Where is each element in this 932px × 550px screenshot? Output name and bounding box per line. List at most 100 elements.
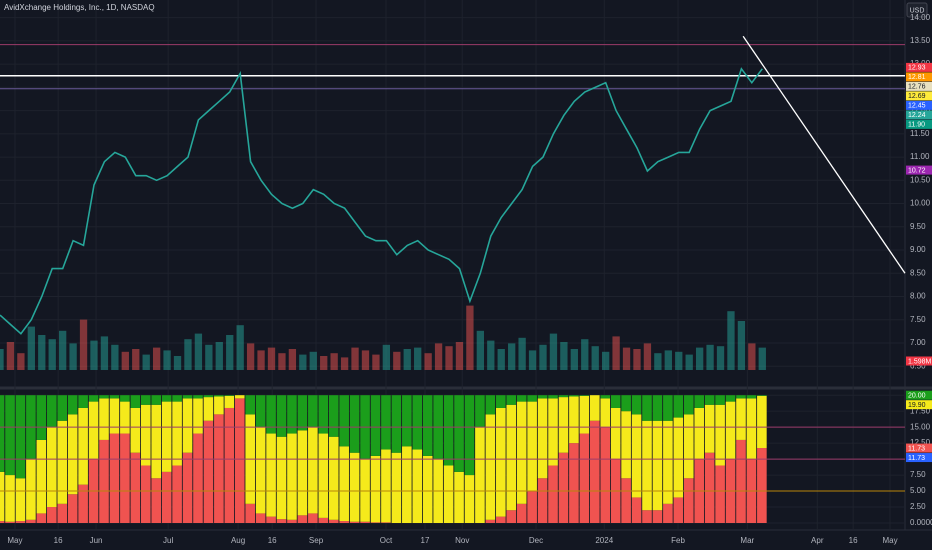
indicator-bar — [203, 420, 214, 523]
indicator-bar — [308, 513, 318, 523]
indicator-bar — [506, 404, 517, 511]
volume-bar — [393, 351, 401, 370]
indicator-bar — [621, 395, 631, 412]
indicator-bar — [558, 452, 569, 523]
indicator-bar — [318, 517, 329, 523]
indicator-bar — [673, 395, 684, 418]
indicator-bar — [516, 395, 527, 402]
indicator-bar — [0, 395, 5, 472]
volume-bar — [372, 354, 380, 370]
volume-bar — [528, 350, 537, 370]
volume-bar — [518, 337, 526, 370]
indicator-bar — [88, 401, 99, 460]
x-tick-label: 16 — [268, 536, 277, 545]
indicator-bar — [234, 395, 245, 399]
indicator-bar — [255, 513, 266, 523]
indicator-bar — [600, 398, 611, 428]
indicator-bar — [78, 484, 88, 523]
indicator-bar — [349, 521, 360, 523]
indicator-bar — [715, 395, 725, 405]
indicator-bar — [694, 407, 705, 460]
indicator-bar — [715, 404, 725, 466]
volume-bar — [17, 353, 25, 370]
indicator-bar — [631, 497, 642, 523]
volume-bar — [361, 350, 370, 370]
indicator-bar — [736, 439, 746, 523]
y-tick-label: 7.50 — [910, 470, 926, 479]
x-tick-label: Mar — [740, 536, 754, 545]
price-tag — [906, 72, 932, 82]
x-tick-label: Oct — [380, 536, 393, 545]
indicator-bar — [537, 478, 548, 523]
price-tag-label: 12.45 — [908, 103, 926, 110]
volume-bar — [27, 326, 35, 370]
indicator-bar — [391, 395, 402, 453]
indicator-bar — [36, 439, 47, 514]
volume-bar — [246, 343, 255, 370]
y-tick-label: 5.00 — [910, 486, 926, 495]
indicator-bar — [610, 407, 621, 460]
x-tick-label: 17 — [421, 536, 430, 545]
indicator-bar — [88, 395, 99, 402]
indicator-bar — [381, 395, 391, 450]
indicator-bar — [287, 395, 297, 434]
volume-bar — [466, 305, 474, 370]
indicator-bar — [548, 465, 558, 523]
indicator-bar — [694, 395, 705, 408]
indicator-bar — [558, 397, 569, 453]
indicator-bar — [5, 395, 15, 476]
indicator-bar — [496, 516, 506, 523]
volume-bar — [142, 354, 150, 370]
price-tag-label: 19.90 — [908, 402, 926, 409]
x-tick-label: 16 — [54, 536, 63, 545]
indicator-bar — [276, 436, 287, 520]
volume-bar — [497, 349, 505, 370]
volume-bar — [340, 357, 349, 370]
price-tag — [906, 119, 932, 129]
indicator-bar — [725, 395, 736, 402]
x-tick-label: 16 — [849, 536, 858, 545]
y-tick-label: 9.00 — [910, 245, 926, 254]
indicator-bar — [120, 395, 130, 402]
volume-bar — [309, 351, 317, 370]
indicator-bar — [464, 395, 475, 476]
volume-bar — [90, 340, 98, 370]
indicator-bar — [5, 475, 15, 522]
volume-bar — [100, 336, 109, 370]
volume-bar — [278, 353, 286, 370]
price-tag-label: 11.73 — [908, 445, 925, 452]
indicator-bar — [704, 452, 715, 523]
indicator-bar — [224, 395, 235, 396]
x-tick-label: Jul — [163, 536, 173, 545]
indicator-bar — [454, 395, 464, 472]
currency-label[interactable]: USD — [910, 7, 925, 14]
indicator-bar — [652, 420, 663, 511]
volume-bar — [737, 321, 746, 370]
price-tag — [906, 400, 932, 410]
price-tag-label: 12.93 — [908, 65, 926, 72]
indicator-bar — [26, 459, 36, 520]
indicator-bar — [631, 395, 642, 415]
indicator-bar — [715, 465, 725, 523]
indicator-bar — [172, 465, 182, 523]
indicator-bar — [485, 519, 496, 523]
volume-bar — [612, 336, 620, 370]
price-tag-label: 12.81 — [908, 74, 926, 81]
indicator-bar — [193, 395, 203, 399]
indicator-bar — [297, 430, 308, 516]
price-tag — [906, 62, 932, 72]
volume-bar — [758, 347, 766, 370]
indicator-bar — [109, 395, 120, 399]
currency-button[interactable] — [906, 2, 928, 18]
indicator-bar — [297, 395, 308, 431]
x-tick-label: Dec — [529, 536, 543, 545]
volume-bar — [205, 344, 213, 370]
y-tick-label: 9.50 — [910, 222, 926, 231]
indicator-bar — [214, 414, 224, 523]
indicator-bar — [527, 491, 537, 523]
indicator-bar — [652, 510, 663, 523]
price-tag-label: 12.76 — [908, 84, 926, 91]
indicator-bar — [610, 395, 621, 408]
y-tick-label: 17.50 — [910, 406, 931, 415]
volume-bar — [48, 339, 56, 370]
